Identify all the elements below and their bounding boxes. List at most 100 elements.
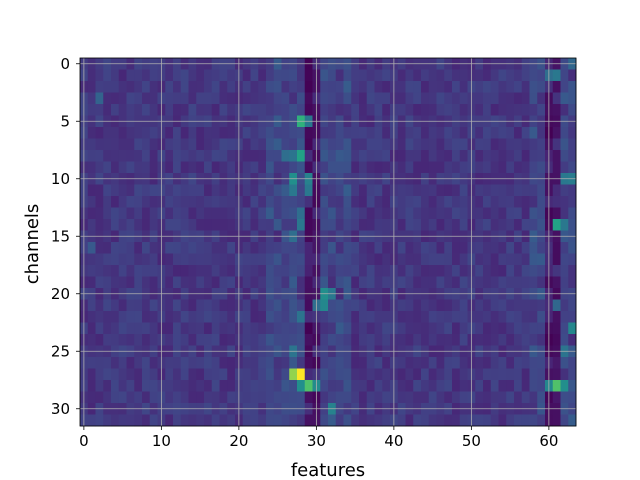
heatmap-cell bbox=[95, 81, 104, 93]
heatmap-cell bbox=[180, 196, 189, 208]
heatmap-cell bbox=[266, 184, 275, 197]
heatmap-cell bbox=[204, 196, 213, 208]
heatmap-cell bbox=[351, 184, 360, 197]
heatmap-cell bbox=[328, 322, 337, 335]
heatmap-cell bbox=[374, 322, 383, 335]
heatmap-cell bbox=[103, 380, 112, 392]
heatmap-cell bbox=[560, 127, 569, 139]
heatmap-cell bbox=[483, 81, 492, 93]
heatmap-cell bbox=[111, 368, 120, 381]
heatmap-cell bbox=[328, 127, 337, 139]
heatmap-cell bbox=[111, 322, 120, 335]
heatmap-cell bbox=[475, 414, 484, 427]
heatmap-cell bbox=[382, 150, 391, 162]
heatmap-cell bbox=[351, 161, 360, 174]
heatmap-cell bbox=[165, 276, 174, 289]
heatmap-cell bbox=[521, 92, 530, 105]
heatmap-cell bbox=[211, 242, 220, 254]
heatmap-cell bbox=[444, 253, 453, 266]
heatmap-cell bbox=[366, 311, 375, 323]
heatmap-cell bbox=[196, 265, 205, 277]
heatmap-cell bbox=[250, 357, 259, 369]
heatmap-cell bbox=[126, 334, 135, 346]
heatmap-cell bbox=[266, 207, 275, 220]
heatmap-cell bbox=[204, 265, 213, 277]
heatmap-cell bbox=[359, 69, 368, 82]
heatmap-cell bbox=[397, 322, 406, 335]
heatmap-cell bbox=[405, 127, 414, 139]
heatmap-cell bbox=[196, 276, 205, 289]
heatmap-cell bbox=[227, 219, 236, 231]
heatmap-cell bbox=[273, 380, 282, 392]
heatmap-cell bbox=[297, 219, 306, 231]
heatmap-cell bbox=[142, 322, 151, 335]
heatmap-cell bbox=[506, 368, 515, 381]
heatmap-cell bbox=[413, 391, 422, 404]
heatmap-cell bbox=[552, 368, 561, 381]
heatmap-cell bbox=[444, 380, 453, 392]
heatmap-cell bbox=[405, 368, 414, 381]
heatmap-cell bbox=[304, 299, 313, 312]
heatmap-cell bbox=[266, 127, 275, 139]
x-tick-label: 10 bbox=[152, 432, 171, 450]
heatmap-cell bbox=[366, 92, 375, 105]
heatmap-cell bbox=[250, 368, 259, 381]
heatmap-cell bbox=[242, 391, 251, 404]
heatmap-cell bbox=[149, 138, 158, 151]
heatmap-cell bbox=[304, 368, 313, 381]
heatmap-cell bbox=[219, 299, 228, 312]
heatmap-cell bbox=[250, 334, 259, 346]
heatmap-cell bbox=[444, 311, 453, 323]
heatmap-cell bbox=[219, 242, 228, 254]
heatmap-cell bbox=[413, 184, 422, 197]
heatmap-cell bbox=[273, 253, 282, 266]
heatmap-cell bbox=[529, 207, 538, 220]
heatmap-cell bbox=[452, 265, 461, 277]
heatmap-cell bbox=[149, 184, 158, 197]
heatmap-cell bbox=[188, 311, 197, 323]
heatmap-cell bbox=[459, 127, 468, 139]
heatmap-cell bbox=[537, 92, 546, 105]
heatmap-cell bbox=[211, 184, 220, 197]
heatmap-cell bbox=[366, 104, 375, 116]
heatmap-cell bbox=[521, 299, 530, 312]
heatmap-cell bbox=[196, 380, 205, 392]
heatmap-cell bbox=[483, 265, 492, 277]
heatmap-cell bbox=[335, 368, 344, 381]
heatmap-cell bbox=[498, 138, 507, 151]
y-tick-label: 0 bbox=[60, 55, 70, 73]
heatmap-cell bbox=[204, 127, 213, 139]
heatmap-cell bbox=[405, 207, 414, 220]
heatmap-cell bbox=[250, 276, 259, 289]
heatmap-cell bbox=[374, 150, 383, 162]
heatmap-cell bbox=[103, 150, 112, 162]
heatmap-cell bbox=[281, 207, 290, 220]
heatmap-cell bbox=[421, 414, 430, 427]
heatmap-cell bbox=[428, 81, 437, 93]
heatmap-cell bbox=[95, 391, 104, 404]
heatmap-cell bbox=[351, 219, 360, 231]
heatmap-cell bbox=[242, 311, 251, 323]
heatmap-cell bbox=[529, 265, 538, 277]
heatmap-cell bbox=[196, 368, 205, 381]
heatmap-cell bbox=[343, 357, 352, 369]
heatmap-cell bbox=[452, 196, 461, 208]
heatmap-cell bbox=[359, 265, 368, 277]
heatmap-cell bbox=[149, 334, 158, 346]
heatmap-cell bbox=[180, 391, 189, 404]
heatmap-cell bbox=[428, 311, 437, 323]
heatmap-cell bbox=[335, 127, 344, 139]
heatmap-cell bbox=[111, 127, 120, 139]
heatmap-cell bbox=[204, 276, 213, 289]
heatmap-cell bbox=[204, 414, 213, 427]
heatmap-cell bbox=[289, 311, 298, 323]
heatmap-cell bbox=[149, 414, 158, 427]
heatmap-cell bbox=[227, 92, 236, 105]
heatmap-cell bbox=[359, 242, 368, 254]
heatmap-cell bbox=[289, 322, 298, 335]
heatmap-cell bbox=[568, 207, 577, 220]
heatmap-cell bbox=[118, 368, 127, 381]
heatmap-cell bbox=[537, 391, 546, 404]
heatmap-cell bbox=[173, 334, 182, 346]
